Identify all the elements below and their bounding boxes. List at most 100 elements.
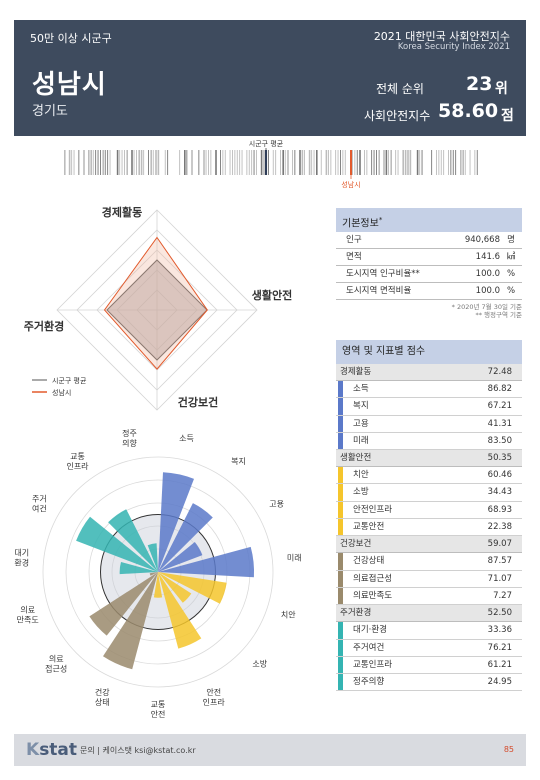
strip-bar [256, 150, 257, 175]
report-header: 50만 이상 시군구 2021 대한민국 사회안전지수 Korea Securi… [14, 20, 526, 136]
score-item-row: 치안 60.46 [336, 467, 522, 485]
strip-bar [438, 150, 440, 175]
item-value: 61.21 [487, 659, 512, 670]
item-value: 87.57 [487, 556, 512, 567]
info-label: 인구 [346, 235, 362, 245]
item-label: 안전인프라 [353, 504, 393, 515]
strip-bar [92, 150, 94, 175]
category-color-bar [338, 467, 343, 484]
strip-bar [90, 150, 92, 175]
category-value: 52.50 [487, 608, 512, 619]
radar-axis-health: 건강보건 [178, 395, 218, 409]
strip-bar [335, 150, 337, 175]
strip-bar [287, 150, 289, 175]
info-note-2: ** 행정구역 기준 [475, 311, 522, 319]
score-item-row: 복지 67.21 [336, 398, 522, 416]
category-value: 50.35 [487, 453, 512, 464]
score-item-row: 고용 41.31 [336, 415, 522, 433]
province-name: 경기도 [32, 104, 68, 119]
strip-bar [248, 150, 250, 175]
strip-bar [191, 150, 193, 175]
strip-bar [73, 150, 75, 175]
info-unit: ㎢ [506, 252, 516, 262]
strip-bars [64, 150, 478, 175]
strip-bar [342, 150, 344, 175]
strip-bar [268, 150, 269, 175]
strip-bar [455, 150, 457, 175]
strip-bar [325, 150, 328, 175]
rank-value: 23 [466, 73, 493, 95]
polar-label: 안전 인프라 [203, 687, 226, 707]
strip-bar [208, 150, 209, 175]
category-color-bar [338, 381, 343, 398]
strip-bar [450, 150, 452, 175]
strip-bar [246, 150, 248, 175]
item-value: 67.21 [487, 401, 512, 412]
item-label: 의료만족도 [353, 590, 393, 601]
polar-bar [76, 516, 158, 572]
item-label: 고용 [353, 418, 369, 429]
category-color-bar [338, 519, 343, 536]
polar-label: 의료 만족도 [17, 604, 39, 624]
polar-bar [119, 562, 158, 575]
item-label: 주거여건 [353, 642, 385, 653]
score-item-row: 의료접근성 71.07 [336, 570, 522, 588]
polar-label: 소득 [179, 434, 194, 443]
city-name: 성남시 [32, 70, 107, 100]
score-item-row: 의료만족도 7.27 [336, 587, 522, 606]
basic-info-title-text: 기본정보 [342, 218, 379, 230]
score-category-row: 주거환경 52.50 [336, 605, 522, 623]
strip-bar [119, 150, 121, 175]
strip-bar [344, 150, 346, 175]
strip-bar [436, 150, 437, 175]
strip-bar [328, 150, 329, 175]
strip-bar [282, 150, 284, 175]
index-title-en: Korea Security Index 2021 [397, 42, 510, 52]
strip-bar [148, 150, 149, 175]
polar-label: 정주 의향 [122, 428, 137, 448]
item-value: 22.38 [487, 522, 512, 533]
score-item-row: 소방 34.43 [336, 484, 522, 502]
polar-label: 치안 [281, 609, 296, 619]
item-label: 의료접근성 [353, 573, 393, 584]
score-item-row: 교통안전 22.38 [336, 519, 522, 537]
item-label: 대기·환경 [353, 625, 387, 636]
strip-bar [330, 150, 332, 175]
strip-bar [448, 150, 449, 175]
score-category-row: 생활안전 50.35 [336, 450, 522, 468]
strip-bar [263, 150, 265, 175]
score-category-row: 경제활동 72.48 [336, 364, 522, 381]
strip-bar [316, 150, 318, 175]
info-row-area: 면적 141.6 ㎢ [336, 249, 522, 266]
rank-label: 전체 순위 [376, 82, 424, 96]
strip-bar [299, 150, 301, 175]
polar-bar [103, 572, 158, 670]
strip-bar [241, 150, 243, 175]
strip-bar [359, 150, 361, 175]
item-label: 교통인프라 [353, 659, 393, 670]
item-label: 치안 [353, 470, 369, 481]
strip-bar [284, 150, 286, 175]
score-item-row: 미래 83.50 [336, 432, 522, 451]
category-color-bar [338, 587, 343, 605]
strip-bar [301, 150, 304, 175]
strip-bar [239, 150, 241, 175]
strip-bar [64, 150, 66, 175]
category-color-bar [338, 398, 343, 415]
strip-bar [107, 150, 109, 175]
item-label: 소방 [353, 487, 369, 498]
strip-bar [416, 150, 419, 175]
strip-bar [337, 150, 339, 175]
item-label: 건강상태 [353, 556, 385, 567]
strip-bar [421, 150, 423, 175]
strip-bar [155, 150, 157, 175]
strip-bar [452, 150, 454, 175]
strip-bar [109, 150, 111, 175]
strip-bar [340, 150, 341, 175]
strip-bar [275, 150, 277, 175]
strip-bar [88, 150, 90, 175]
score-item-row: 소득 86.82 [336, 381, 522, 399]
strip-bar [210, 150, 212, 175]
strip-bar [167, 150, 169, 175]
strip-bar [100, 150, 101, 175]
